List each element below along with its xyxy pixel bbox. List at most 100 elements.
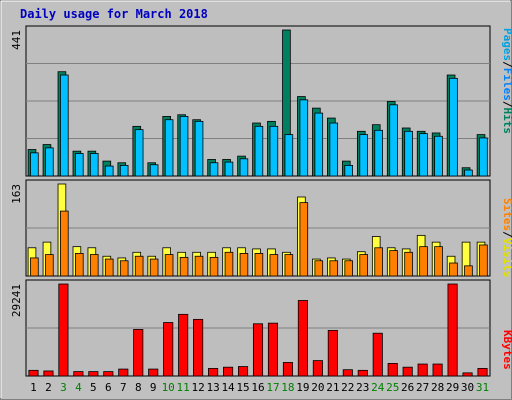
bar-kbytes: [208, 368, 219, 377]
day-label: 5: [90, 381, 97, 394]
bar-files: [479, 137, 488, 177]
day-label: 13: [206, 381, 219, 394]
day-label: 29: [446, 381, 459, 394]
bar-kbytes: [28, 369, 39, 377]
day-label: 6: [105, 381, 112, 394]
day-label: 20: [311, 381, 324, 394]
bar-kbytes: [417, 363, 428, 377]
y-max-labels: 441 163 29241: [10, 30, 23, 317]
day-label: 11: [177, 381, 190, 394]
legend-kbytes: KBytes: [501, 330, 512, 370]
bar-sites: [134, 255, 144, 277]
day-label: 25: [386, 381, 399, 394]
bar-sites: [419, 246, 428, 277]
bar-sites: [224, 251, 234, 277]
bar-files: [269, 125, 279, 177]
day-label: 17: [266, 381, 279, 394]
day-labels: 1 2 3 4 5 6 7 8 9 10 11 12 13 14 15 16 17 18 19 20 21 22 23 24 2…: [30, 381, 489, 394]
bar-sites: [254, 253, 264, 277]
bar-sites: [329, 260, 339, 277]
day-label: 28: [431, 381, 444, 394]
bar-kbytes: [163, 322, 174, 377]
chart-title: Daily usage for March 2018: [20, 7, 208, 21]
bar-files: [194, 120, 204, 177]
bar-files: [74, 153, 84, 177]
bar-files: [314, 112, 324, 177]
legend-hits: Hits: [501, 108, 512, 135]
day-label: 26: [401, 381, 414, 394]
bar-kbytes: [133, 329, 144, 377]
bar-files: [104, 165, 114, 177]
legend-sep-1: /: [501, 61, 512, 68]
bar-kbytes: [193, 318, 204, 377]
day-label: 27: [416, 381, 429, 394]
bar-files: [134, 129, 144, 177]
bar-files: [299, 99, 309, 177]
bar-kbytes: [297, 300, 308, 377]
bar-sites: [74, 253, 84, 277]
day-label: 21: [326, 381, 339, 394]
day-label: 16: [251, 381, 264, 394]
bar-sites: [60, 210, 69, 277]
bar-sites: [314, 260, 324, 277]
bar-kbytes: [118, 368, 129, 377]
bar-files: [344, 165, 353, 177]
legend-sep-2: /: [501, 101, 512, 108]
bar-files: [224, 161, 234, 177]
bar-kbytes: [223, 366, 234, 377]
bar-files: [434, 135, 443, 177]
bar-kbytes: [387, 363, 398, 377]
bar-kbytes: [103, 371, 114, 377]
bar-kbytes: [43, 370, 54, 377]
day-label: 8: [135, 381, 142, 394]
y-max-label: 441: [10, 30, 23, 50]
bar-kbytes: [447, 283, 458, 377]
bar-files: [329, 122, 339, 177]
bar-sites: [464, 265, 473, 277]
day-label: 1: [30, 381, 37, 394]
bar-sites: [119, 260, 129, 277]
legend-middle: Sites/Visits: [501, 198, 512, 278]
bar-files: [179, 116, 189, 177]
bar-sites: [449, 262, 458, 277]
bar-kbytes: [432, 363, 443, 377]
day-label: 24: [371, 381, 385, 394]
bar-files: [359, 134, 368, 177]
bar-files: [30, 152, 39, 177]
bar-sites: [284, 254, 294, 277]
day-label: 4: [75, 381, 82, 394]
legend-pages: Pages: [501, 28, 512, 61]
legend-top: Pages/Files/Hits: [501, 28, 512, 134]
bar-files: [239, 158, 249, 177]
bar-files: [389, 104, 398, 177]
bar-files: [419, 133, 428, 177]
bar-kbytes: [282, 362, 293, 377]
day-label: 22: [341, 381, 354, 394]
bar-sites: [179, 256, 189, 277]
legend-bottom: KBytes: [501, 330, 512, 370]
legend-files: Files: [501, 68, 512, 101]
day-label: 7: [120, 381, 127, 394]
bar-sites: [359, 254, 368, 277]
bar-kbytes: [402, 366, 413, 377]
bar-sites: [344, 260, 353, 277]
bar-files: [149, 164, 159, 177]
bar-files: [89, 153, 99, 177]
bar-sites: [149, 258, 159, 277]
day-label: 14: [221, 381, 235, 394]
bar-sites: [104, 258, 114, 277]
day-label: 31: [476, 381, 489, 394]
chart-panels: [25, 25, 491, 377]
legend-sep-3: /: [501, 231, 512, 238]
bar-kbytes: [58, 283, 69, 377]
bar-sites: [45, 254, 54, 277]
bar-kbytes: [327, 329, 338, 377]
bar-files: [464, 169, 473, 177]
bar-kbytes: [267, 322, 279, 377]
bar-kbytes: [88, 371, 99, 377]
bar-sites: [374, 247, 383, 277]
bar-files: [284, 134, 294, 177]
bar-sites: [239, 253, 249, 277]
day-label: 12: [192, 381, 205, 394]
day-label: 10: [162, 381, 175, 394]
